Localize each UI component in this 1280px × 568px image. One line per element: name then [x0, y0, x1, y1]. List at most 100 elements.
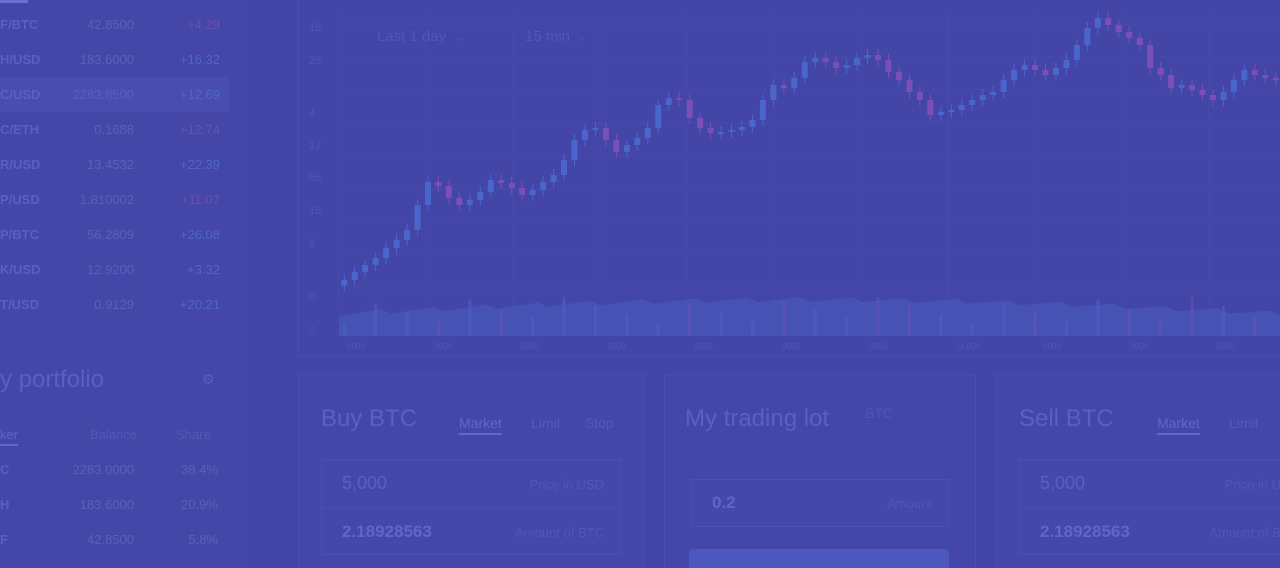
tab-buy-stop[interactable]: Stop	[585, 415, 614, 431]
buy-price-hint: Price in USD	[529, 477, 604, 492]
candle-body	[1011, 70, 1018, 80]
pair-name: C/ETH	[0, 122, 39, 137]
candle-body	[498, 180, 505, 183]
pair-row[interactable]: R/USD 13.4532 +22.39	[0, 147, 230, 182]
pair-row[interactable]: C/ETH 0.1688 +12.74	[0, 112, 230, 147]
candle-body	[1189, 85, 1196, 90]
volume-bar	[436, 321, 440, 336]
pair-price: 42.8500	[87, 17, 134, 32]
pair-row[interactable]: P/BTC 56.2809 +26.08	[0, 217, 230, 252]
volume-area	[339, 297, 1280, 336]
x-tick-label: 0000	[347, 342, 365, 351]
volume-bar	[342, 324, 346, 336]
pair-row[interactable]: C/USD 2283.8500 +12.69	[0, 77, 230, 112]
volume-bar	[531, 318, 535, 336]
candle-body	[404, 230, 411, 240]
range-dropdown[interactable]: Last 1 day ⌄	[377, 28, 463, 45]
candle-body	[791, 78, 798, 88]
buy-amount-field[interactable]: 2.18928563 Amount of BTC	[322, 508, 620, 556]
pair-row[interactable]: K/USD 12.9200 +3.32	[0, 252, 230, 287]
volume-bar	[1002, 303, 1006, 336]
y-tick-label: 0	[309, 292, 316, 304]
candle-body	[1241, 70, 1248, 80]
candle-body	[372, 258, 379, 265]
volume-bar	[907, 306, 911, 336]
candle-body	[655, 105, 662, 128]
sell-amount-field[interactable]: 2.18928563 Amount of B	[1020, 508, 1280, 556]
pair-row[interactable]: F/BTC 42.8500 +4.29	[0, 7, 230, 42]
candle-body	[1032, 65, 1039, 70]
candle-body	[1220, 92, 1227, 100]
pair-name: P/USD	[0, 192, 40, 207]
portfolio-header-ticker[interactable]: ker	[0, 427, 19, 446]
candle-body	[477, 192, 484, 200]
sell-amount-hint: Amount of B	[1209, 525, 1280, 540]
sell-price-value: 5,000	[1040, 473, 1086, 493]
sell-title: Sell BTC	[1019, 405, 1114, 432]
y-tick-label: 05	[309, 172, 322, 184]
pair-price: 183.6000	[79, 52, 134, 67]
buy-price-value: 5,000	[342, 473, 388, 493]
candle-body	[885, 60, 892, 72]
volume-bar	[625, 315, 629, 336]
tab-sell-market[interactable]: Market	[1157, 415, 1200, 435]
portfolio-title: y portfolio	[0, 366, 105, 393]
pair-row[interactable]: H/USD 183.6000 +16.32	[0, 42, 230, 77]
pair-change: +4.29	[187, 17, 220, 32]
interval-dropdown[interactable]: 15 min ⌄	[525, 28, 587, 45]
volume-bar	[845, 318, 849, 336]
x-tick-label: 0000	[1217, 342, 1235, 351]
candle-body	[801, 62, 808, 78]
candle-body	[1052, 68, 1059, 75]
pair-change: +3.32	[187, 262, 220, 277]
volume-bar	[1096, 300, 1100, 336]
pair-price: 12.9200	[87, 262, 134, 277]
x-tick-label: 0000	[869, 342, 887, 351]
portfolio-header-balance[interactable]: Balance	[90, 427, 137, 442]
candle-body	[833, 62, 840, 68]
lot-submit-button[interactable]	[689, 549, 949, 568]
y-tick-label: 17	[309, 140, 322, 152]
candle-body	[718, 132, 725, 134]
gear-icon[interactable]: ⚙	[202, 371, 215, 387]
markets-tab-indicator	[0, 0, 28, 3]
trading-lot-panel: My trading lot BTC 0.2 Amount	[664, 374, 976, 568]
portfolio-row[interactable]: C 2283.0000 38.4%	[0, 452, 230, 487]
pair-name: K/USD	[0, 262, 41, 277]
candle-body	[686, 100, 693, 118]
candle-body	[414, 205, 421, 230]
tab-buy-market[interactable]: Market	[459, 415, 502, 435]
tab-sell-limit[interactable]: Limit	[1229, 415, 1259, 431]
sell-form: 5,000 Price in U 2.18928563 Amount of B	[1019, 459, 1280, 555]
pair-change: +16.32	[179, 52, 220, 67]
portfolio-row[interactable]: H 183.6000 20.9%	[0, 487, 230, 522]
sell-price-hint: Price in U	[1224, 477, 1280, 492]
sell-price-field[interactable]: 5,000 Price in U	[1020, 460, 1280, 508]
portfolio-header-share[interactable]: Share	[176, 427, 211, 442]
pair-row[interactable]: P/USD 1.810002 +11.07	[0, 182, 230, 217]
candle-body	[602, 128, 609, 140]
candle-body	[592, 128, 599, 130]
candle-body	[623, 145, 630, 152]
buy-price-field[interactable]: 5,000 Price in USD	[322, 460, 620, 508]
volume-bar	[1127, 309, 1131, 336]
volume-bar	[939, 315, 943, 336]
tab-buy-limit[interactable]: Limit	[531, 415, 561, 431]
lot-currency-tag: BTC	[865, 405, 893, 421]
candle-body	[487, 180, 494, 192]
candle-body	[895, 72, 902, 80]
pair-row[interactable]: T/USD 0.9129 +20.21	[0, 287, 230, 322]
lot-amount-field[interactable]: 0.2 Amount	[691, 479, 949, 527]
portfolio-balance: 183.6000	[79, 497, 134, 512]
portfolio-row[interactable]: F 42.8500 5.8%	[0, 522, 230, 557]
volume-bar	[813, 309, 817, 336]
sell-amount-value: 2.18928563	[1040, 522, 1130, 541]
volume-bar	[1190, 297, 1194, 336]
pair-change: +26.08	[179, 227, 220, 242]
volume-bar	[1064, 321, 1068, 336]
candlestick-chart[interactable]	[299, 0, 1280, 356]
candle-body	[1094, 18, 1101, 28]
candle-body	[1126, 32, 1133, 38]
portfolio-ticker: C	[0, 462, 10, 477]
candle-body	[644, 128, 651, 138]
